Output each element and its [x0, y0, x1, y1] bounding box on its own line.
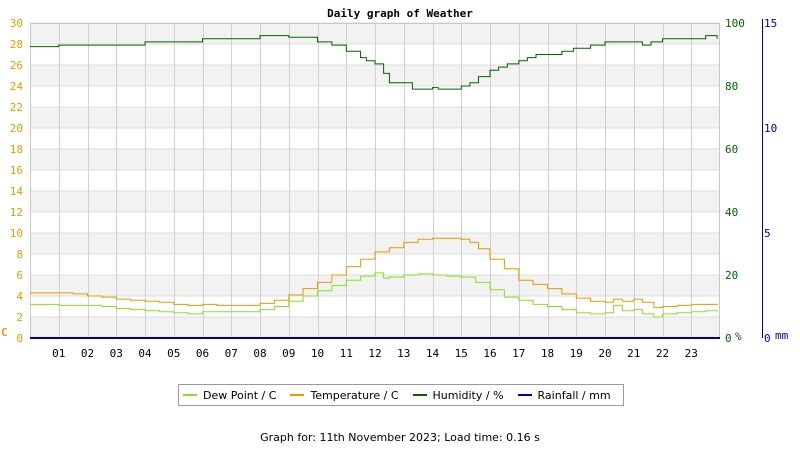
- x-tick-label: 15: [455, 347, 468, 360]
- legend-item-humidity: Humidity / %: [412, 388, 504, 402]
- x-tick-label: 05: [167, 347, 180, 360]
- x-tick-label: 16: [483, 347, 496, 360]
- legend-swatch-rainfall: [517, 394, 532, 396]
- y-tick-label-left: 12: [10, 206, 23, 219]
- series-line-temperature-c: [30, 237, 718, 309]
- legend-item-rainfall: Rainfall / mm: [517, 388, 611, 402]
- legend-swatch-dew-point: [183, 394, 197, 396]
- x-tick-label: 06: [196, 347, 209, 360]
- x-tick-label: 08: [253, 347, 266, 360]
- x-tick-label: 12: [368, 347, 381, 360]
- y-tick-label-left: 8: [16, 248, 23, 261]
- x-tick-label: 20: [598, 347, 611, 360]
- y-axis-unit-left: C: [1, 326, 8, 339]
- x-tick-label: 11: [340, 347, 353, 360]
- x-tick-label: 14: [426, 347, 440, 360]
- x-tick-label: 21: [627, 347, 640, 360]
- x-tick-label: 03: [110, 347, 123, 360]
- x-tick-label: 22: [656, 347, 669, 360]
- legend-swatch-humidity: [412, 394, 427, 396]
- x-tick-label: 04: [138, 347, 152, 360]
- x-tick-label: 01: [52, 347, 65, 360]
- y-tick-label-left: 10: [10, 227, 23, 240]
- y-tick-label-left: 6: [16, 269, 23, 282]
- y-axis-unit-humidity: %: [735, 330, 742, 343]
- x-tick-label: 13: [397, 347, 410, 360]
- y-tick-label-humidity: 80: [725, 80, 738, 93]
- series-line-humidity: [30, 35, 718, 90]
- x-tick-label: 02: [81, 347, 94, 360]
- x-tick-label: 17: [512, 347, 525, 360]
- y-tick-label-left: 4: [16, 290, 23, 303]
- series-line-dew-point-c: [30, 272, 718, 318]
- y-tick-label-left: 16: [10, 164, 23, 177]
- y-axis-unit-rain: mm: [775, 329, 789, 342]
- y-tick-label-left: 0: [16, 332, 23, 345]
- x-tick-label: 23: [685, 347, 698, 360]
- x-tick-label: 18: [541, 347, 554, 360]
- y-tick-label-rain: 5: [764, 227, 771, 240]
- y-tick-label-humidity: 40: [725, 206, 738, 219]
- y-tick-label-humidity: 100: [725, 17, 745, 30]
- legend-label-humidity: Humidity / %: [432, 388, 504, 402]
- x-tick-label: 09: [282, 347, 295, 360]
- graph-footer: Graph for: 11th November 2023; Load time…: [260, 431, 540, 444]
- legend-label-dew-point: Dew Point / C: [203, 388, 277, 402]
- y-tick-label-rain: 10: [764, 122, 777, 135]
- y-tick-label-left: 14: [10, 185, 24, 198]
- y-tick-label-humidity: 60: [725, 143, 738, 156]
- chart-title: Daily graph of Weather: [327, 7, 473, 20]
- y-tick-label-left: 26: [10, 59, 23, 72]
- y-tick-label-left: 20: [10, 122, 23, 135]
- x-tick-label: 19: [570, 347, 583, 360]
- y-tick-label-left: 18: [10, 143, 23, 156]
- y-tick-label-rain: 15: [764, 17, 777, 30]
- x-tick-label: 07: [225, 347, 238, 360]
- legend-swatch-temperature: [290, 394, 305, 396]
- y-tick-label-left: 30: [10, 17, 23, 30]
- x-tick-label: 10: [311, 347, 324, 360]
- y-tick-label-rain: 0: [764, 332, 771, 345]
- legend-label-rainfall: Rainfall / mm: [537, 388, 611, 402]
- y-tick-label-left: 2: [16, 311, 23, 324]
- y-tick-label-humidity: 0: [725, 332, 732, 345]
- y-tick-label-left: 24: [10, 80, 24, 93]
- y-tick-label-left: 28: [10, 38, 23, 51]
- plot-lines: [30, 35, 720, 339]
- legend: Dew Point / C Temperature / C Humidity /…: [178, 384, 624, 406]
- y-tick-label-left: 22: [10, 101, 23, 114]
- legend-item-temperature: Temperature / C: [290, 388, 399, 402]
- legend-label-temperature: Temperature / C: [310, 388, 399, 402]
- legend-item-dew-point: Dew Point / C: [183, 389, 276, 402]
- y-tick-label-humidity: 20: [725, 269, 738, 282]
